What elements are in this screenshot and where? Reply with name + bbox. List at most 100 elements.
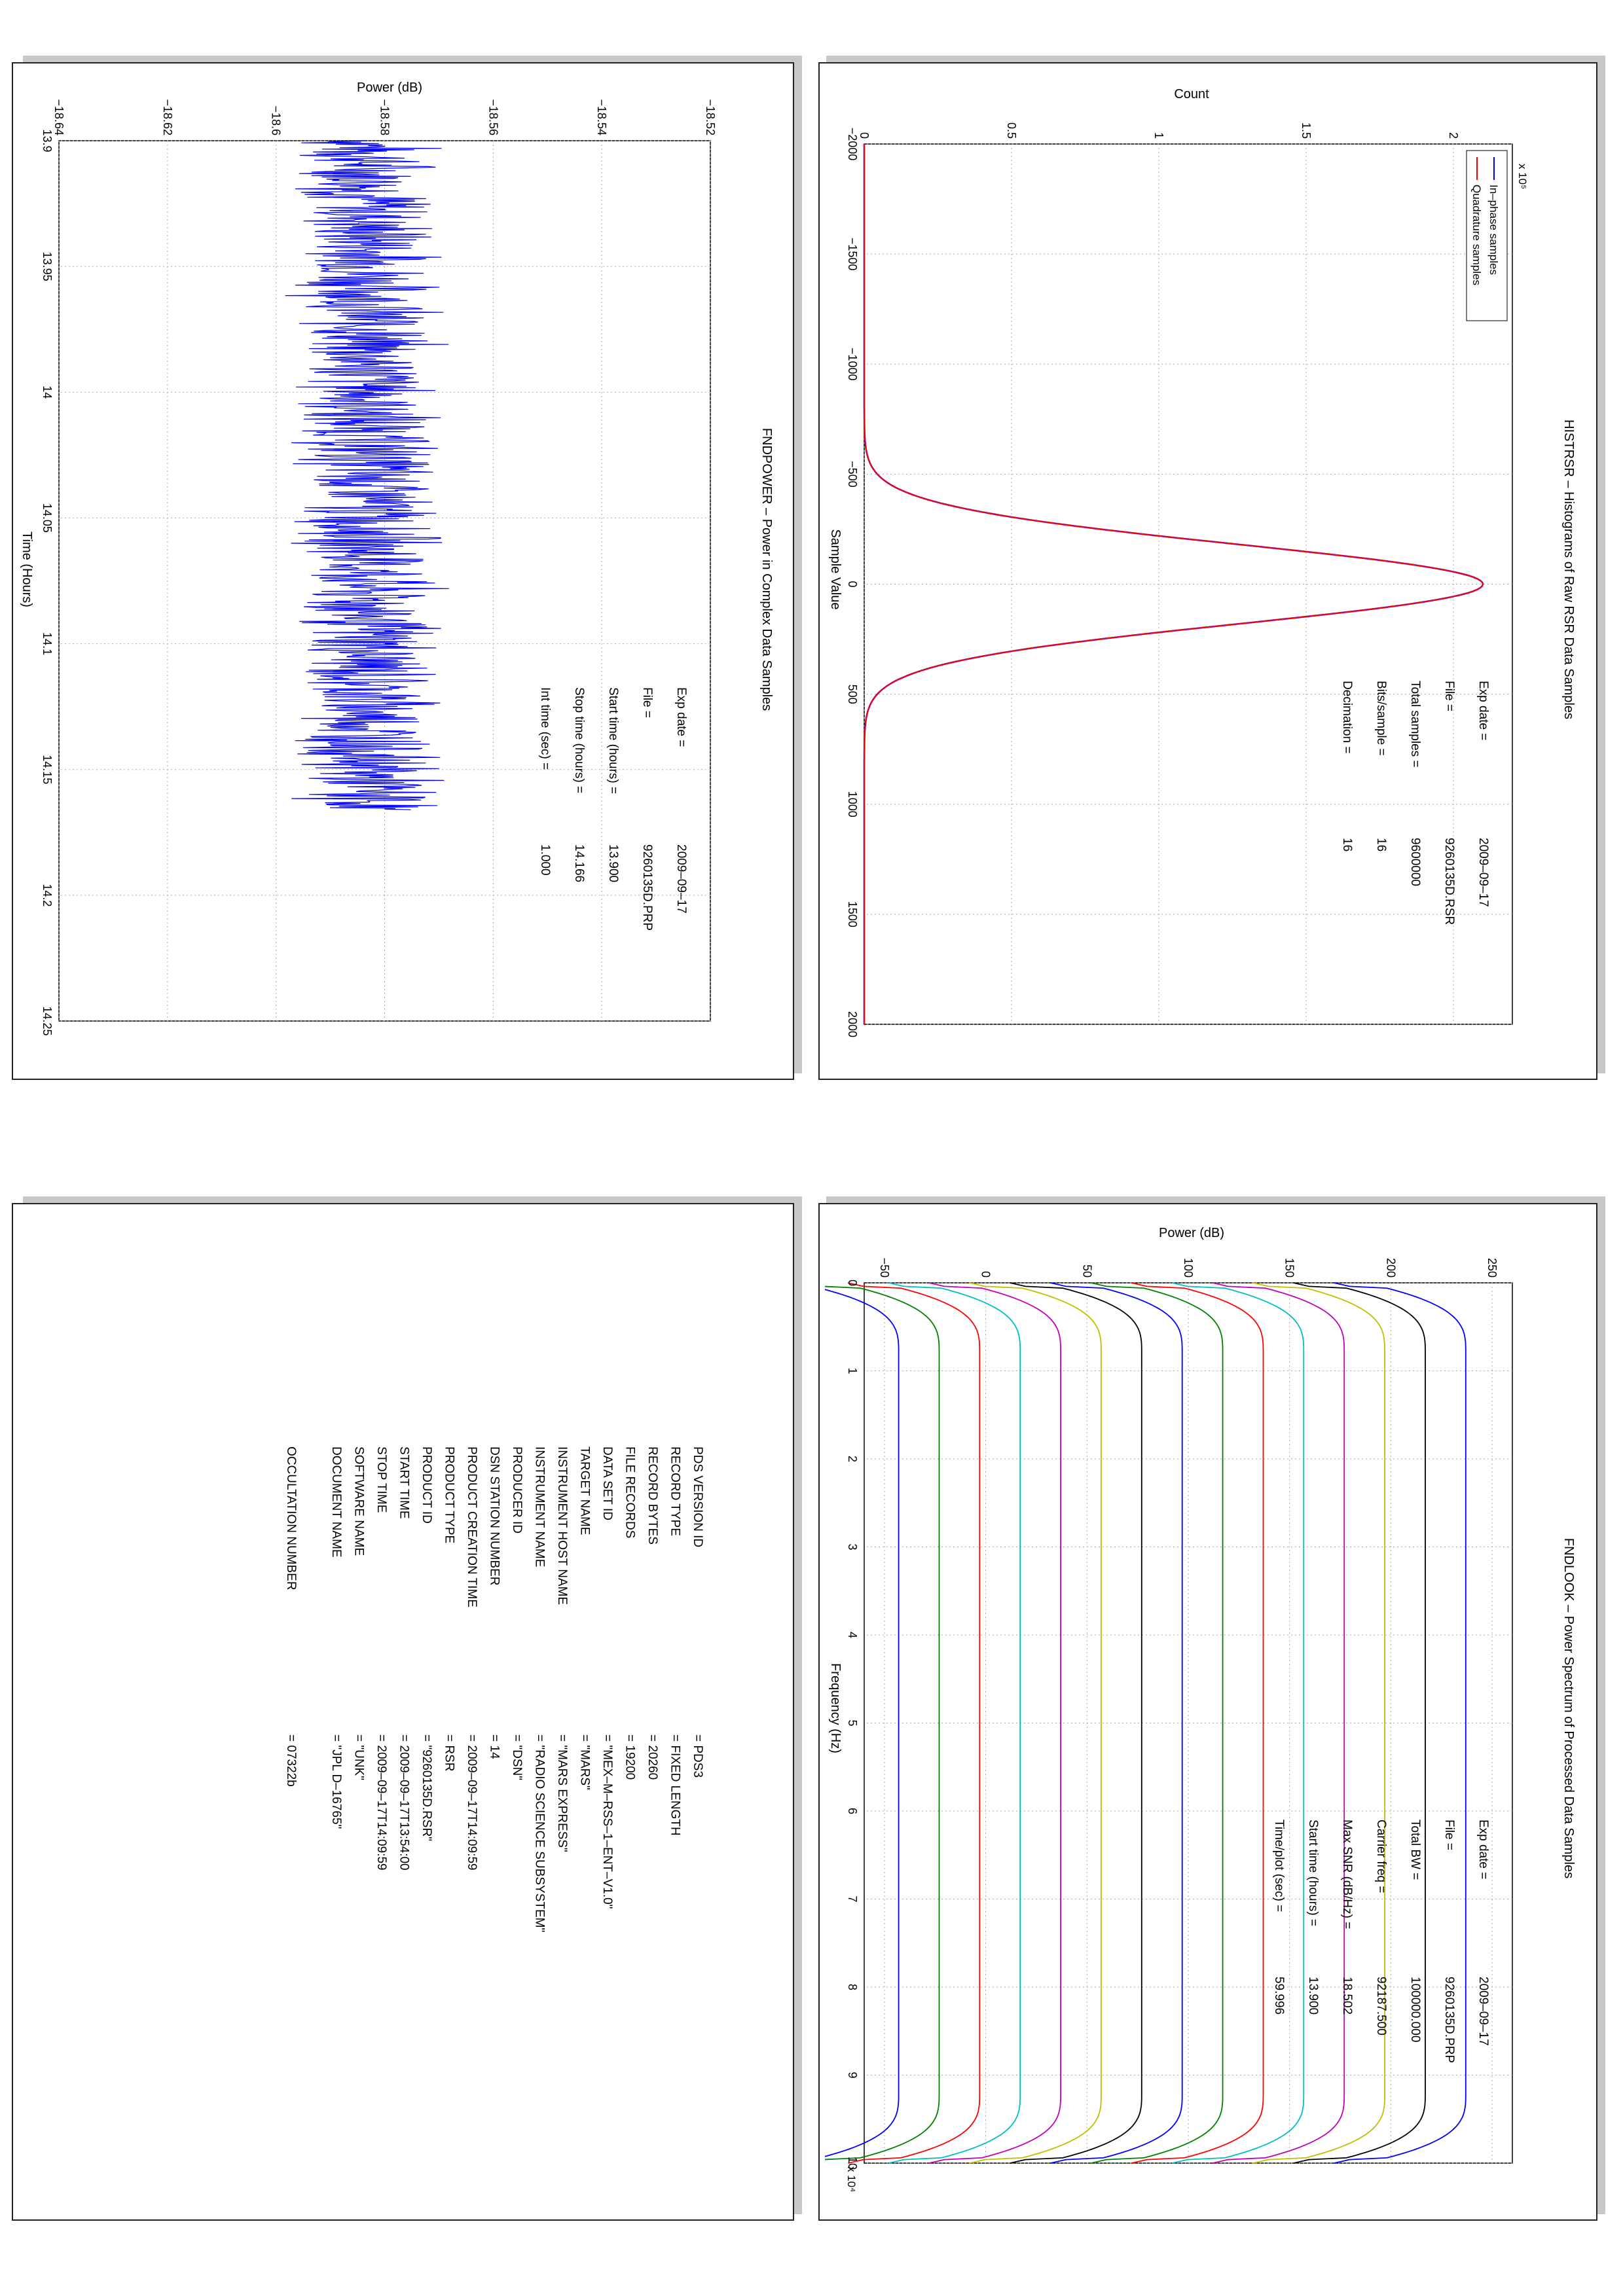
- spectrum-info-label: File =: [1442, 1820, 1456, 1850]
- power-x-tick: 14.15: [41, 755, 54, 784]
- label-value: = "JPL D–16765": [329, 1734, 343, 1829]
- histogram-y-tick: 2: [1447, 132, 1460, 139]
- histogram-exponent: x 10⁵: [1516, 164, 1529, 189]
- spectrum-series-line: [1131, 1282, 1264, 2164]
- spectrum-title: FNDLOOK – Power Spectrum of Processed Da…: [1561, 1538, 1576, 1878]
- label-key: PRODUCT TYPE: [443, 1446, 456, 1543]
- histogram-info-value: 9600000: [1408, 838, 1422, 886]
- power-info-label: Int time (sec) =: [538, 687, 552, 770]
- spectrum-exponent: x 10⁴: [845, 2166, 858, 2192]
- histogram-x-tick: 1500: [846, 901, 859, 927]
- spectrum-series-line: [888, 1282, 1021, 2164]
- histogram-info-label: Total samples =: [1408, 681, 1422, 768]
- spectrum-series-line: [1212, 1282, 1345, 2164]
- power-info-value: 2009–09–17: [674, 844, 688, 914]
- power-info-value: 9260135D.PRP: [640, 844, 654, 931]
- spectrum-info-value: 100000.000: [1408, 1977, 1422, 2042]
- label-value: = 19200: [623, 1734, 637, 1780]
- spectrum-x-tick: 3: [846, 1543, 859, 1550]
- label-value: = 2009–09–17T14:09:59: [374, 1734, 388, 1871]
- label-value: = "MARS": [578, 1734, 592, 1790]
- power-x-tick: 14.2: [41, 884, 54, 906]
- spectrum-y-tick: 0: [979, 1271, 993, 1278]
- spectrum-info-value: 92187.500: [1374, 1977, 1388, 2036]
- spectrum-series-line: [928, 1282, 1061, 2164]
- spectrum-chart: FNDLOOK – Power Spectrum of Processed Da…: [767, 1226, 1576, 2192]
- label-value: = "MEX–M–RSS–1–ENT–V1.0": [600, 1734, 614, 1909]
- power-y-tick: −18.62: [161, 99, 174, 135]
- label-value: = "RADIO SCIENCE SUBSYSTEM": [533, 1734, 547, 1932]
- label-key: INSTRUMENT NAME: [533, 1446, 547, 1567]
- spectrum-y-tick: 250: [1486, 1258, 1499, 1278]
- label-key: RECORD TYPE: [668, 1446, 682, 1536]
- histogram-y-label: Count: [1174, 87, 1209, 101]
- power-x-tick: 14.1: [41, 632, 54, 655]
- power-y-tick: −18.54: [595, 99, 608, 135]
- label-key: RECORD BYTES: [646, 1446, 659, 1545]
- power-x-tick: 14: [41, 386, 54, 399]
- label-key: INSTRUMENT HOST NAME: [555, 1446, 569, 1605]
- histogram-x-tick: −1000: [846, 348, 859, 381]
- histogram-x-tick: −1500: [846, 238, 859, 271]
- histogram-series-line: [864, 144, 1484, 1024]
- spectrum-x-label: Frequency (Hz): [828, 1663, 843, 1753]
- spectrum-x-tick: 0: [846, 1280, 859, 1286]
- label-key: PRODUCT ID: [420, 1446, 433, 1524]
- spectrum-info-label: Time/plot (sec) =: [1272, 1820, 1286, 1912]
- histogram-y-tick: 1.5: [1300, 122, 1313, 139]
- power-x-tick: 14.25: [41, 1006, 54, 1035]
- spectrum-x-tick: 1: [846, 1367, 859, 1374]
- spectrum-x-tick: 9: [846, 2072, 859, 2078]
- power-x-tick: 14.05: [41, 503, 54, 533]
- label-key: DSN STATION NUMBER: [488, 1446, 501, 1586]
- spectrum-x-tick: 5: [846, 1719, 859, 1726]
- histogram-title: HISTRSR – Histograms of Raw RSR Data Sam…: [1561, 420, 1576, 719]
- power-info-label: Stop time (hours) =: [572, 687, 586, 793]
- label-key: PRODUCER ID: [510, 1446, 524, 1534]
- label-key: TARGET NAME: [578, 1446, 592, 1535]
- power-y-tick: −18.58: [378, 99, 392, 135]
- spectrum-info-value: 18.502: [1340, 1977, 1354, 2015]
- power-title: FNDPOWER – Power in Complex Data Samples: [759, 428, 774, 711]
- label-value: = "9260135D.RSR": [420, 1734, 433, 1841]
- histogram-info-label: Bits/sample =: [1374, 681, 1388, 756]
- label-value: = "DSN": [510, 1734, 524, 1780]
- spectrum-info-label: Total BW =: [1408, 1820, 1422, 1880]
- label-key: START TIME: [397, 1446, 411, 1519]
- histogram-x-tick: 0: [846, 581, 859, 587]
- spectrum-y-tick: 150: [1283, 1258, 1296, 1278]
- power-info-value: 1.000: [538, 844, 552, 876]
- power-y-tick: −18.6: [270, 105, 283, 135]
- histogram-x-tick: 500: [846, 685, 859, 704]
- spectrum-info-label: Max SNR (dB/Hz) =: [1340, 1820, 1354, 1929]
- spectrum-series-line: [767, 1282, 900, 2164]
- histogram-info-label: File =: [1442, 681, 1456, 711]
- label-key: DATA SET ID: [600, 1446, 614, 1520]
- power-y-tick: −18.52: [704, 99, 717, 135]
- spectrum-y-tick: −50: [878, 1257, 891, 1278]
- label-value: = RSR: [443, 1734, 456, 1772]
- label-value: = 07322b: [284, 1734, 298, 1787]
- power-chart: FNDPOWER – Power in Complex Data Samples…: [20, 81, 774, 1036]
- power-info-label: Exp date =: [674, 687, 688, 747]
- label-value: = 2009–09–17T13:54:00: [397, 1734, 411, 1871]
- spectrum-series-line: [1334, 1282, 1467, 2164]
- power-y-tick: −18.64: [52, 99, 65, 135]
- histogram-legend-entry: Quadrature samples: [1470, 185, 1483, 285]
- label-value: = FIXED LENGTH: [668, 1734, 682, 1836]
- power-info-label: File =: [640, 687, 654, 718]
- spectrum-series-line: [1091, 1282, 1224, 2164]
- spectrum-info-label: Carrier freq =: [1374, 1820, 1388, 1893]
- label-key: FILE RECORDS: [623, 1446, 637, 1538]
- label-value: = 2009–09–17T14:09:59: [465, 1734, 479, 1871]
- power-info-value: 13.900: [606, 844, 620, 882]
- label-key: PDS VERSION ID: [691, 1446, 704, 1547]
- spectrum-x-tick: 7: [846, 1895, 859, 1902]
- power-x-tick: 13.9: [41, 129, 54, 152]
- label-value: = 14: [488, 1734, 501, 1759]
- spectrum-x-tick: 4: [846, 1632, 859, 1638]
- histogram-x-tick: −500: [846, 461, 859, 488]
- histogram-chart: HISTRSR – Histograms of Raw RSR Data Sam…: [828, 87, 1576, 1037]
- histogram-x-tick: −2000: [846, 128, 859, 161]
- spectrum-series-line: [1293, 1282, 1426, 2164]
